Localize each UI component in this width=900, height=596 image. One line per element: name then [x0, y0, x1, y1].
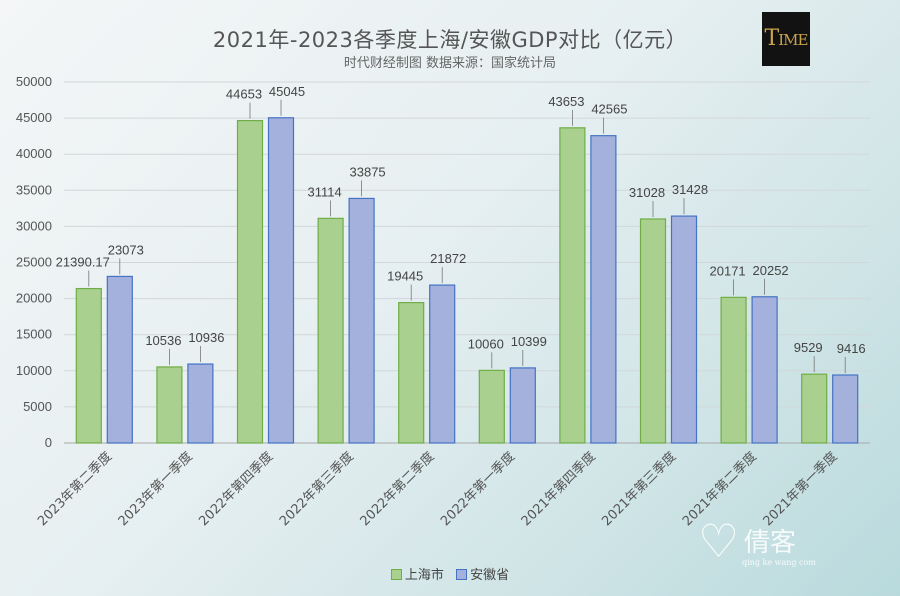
data-label: 10536 — [145, 333, 181, 348]
x-tick-label: 2023年第一季度 — [115, 449, 196, 530]
data-label: 44653 — [226, 87, 262, 102]
x-tick-label: 2023年第二季度 — [34, 449, 115, 530]
watermark-text: 倩客 — [744, 528, 797, 558]
x-tick-label: 2022年第二季度 — [357, 449, 438, 530]
bar — [639, 218, 667, 444]
bar — [156, 366, 183, 444]
y-tick-label: 50000 — [16, 74, 52, 89]
legend-swatch-anhui — [456, 569, 468, 580]
data-label: 20171 — [710, 263, 746, 278]
bar — [267, 117, 295, 444]
watermark-logo: ♡ 倩客 qing ke wang com — [698, 518, 848, 576]
bar — [429, 284, 456, 444]
logo-initial: T — [764, 26, 780, 51]
data-label: 31114 — [307, 184, 341, 199]
x-tick-label: 2021年第三季度 — [599, 449, 680, 530]
data-label: 10399 — [511, 334, 547, 349]
bar — [398, 302, 425, 444]
time-logo: TIME — [762, 12, 810, 66]
data-label: 10060 — [468, 336, 504, 351]
data-label: 20252 — [753, 263, 789, 278]
y-tick-label: 15000 — [16, 327, 52, 342]
bar — [832, 374, 859, 444]
bar — [751, 296, 778, 444]
legend-swatch-shanghai — [390, 569, 402, 580]
data-label: 43653 — [548, 94, 584, 109]
bar — [106, 275, 133, 444]
bar — [236, 120, 264, 444]
y-tick-label: 25000 — [16, 255, 52, 270]
x-tick-label: 2021年第四季度 — [518, 449, 599, 530]
chart-legend: 上海市 安徽省 — [0, 564, 900, 583]
data-label: 45045 — [269, 84, 305, 99]
bar — [187, 363, 214, 444]
data-label: 23073 — [108, 242, 144, 257]
chart-subtitle: 时代财经制图 数据来源：国家统计局 — [343, 56, 557, 71]
y-tick-label: 40000 — [16, 146, 52, 161]
x-tick-label: 2022年第一季度 — [437, 449, 518, 530]
y-tick-label: 20000 — [16, 291, 52, 306]
legend-item-anhui: 安徽省 — [456, 564, 509, 583]
bar — [801, 373, 828, 444]
data-label: 19445 — [387, 269, 423, 284]
bar — [720, 296, 747, 444]
data-label: 21390.17 — [56, 255, 110, 270]
data-label: 9529 — [794, 340, 823, 355]
bar — [348, 197, 375, 444]
legend-label-shanghai: 上海市 — [404, 568, 444, 583]
bar — [317, 217, 344, 444]
data-label: 21872 — [430, 251, 466, 266]
data-label: 42565 — [591, 102, 627, 117]
data-label: 31428 — [672, 182, 708, 197]
bar — [559, 127, 586, 444]
bar — [590, 135, 617, 444]
y-tick-label: 0 — [45, 435, 52, 450]
logo-rest: IME — [778, 31, 808, 49]
y-tick-label: 10000 — [16, 363, 52, 378]
y-tick-label: 5000 — [23, 399, 52, 414]
heart-icon: ♡ — [698, 514, 740, 568]
data-label: 31028 — [629, 185, 665, 200]
data-label: 9416 — [837, 341, 866, 356]
x-tick-label: 2022年第三季度 — [276, 449, 357, 530]
legend-item-shanghai: 上海市 — [390, 564, 444, 583]
bar — [75, 287, 102, 444]
bar — [478, 369, 505, 444]
y-tick-label: 30000 — [16, 218, 52, 233]
bar — [509, 367, 536, 444]
y-tick-label: 35000 — [16, 182, 52, 197]
watermark-subtext: qing ke wang com — [742, 558, 816, 567]
x-tick-label: 2022年第四季度 — [196, 449, 277, 530]
y-tick-label: 45000 — [16, 110, 52, 125]
data-label: 33875 — [350, 164, 386, 179]
bar — [670, 215, 698, 444]
data-label: 10936 — [188, 330, 224, 345]
legend-label-anhui: 安徽省 — [470, 568, 510, 583]
chart-title: 2021年-2023各季度上海/安徽GDP对比（亿元） — [212, 28, 688, 52]
